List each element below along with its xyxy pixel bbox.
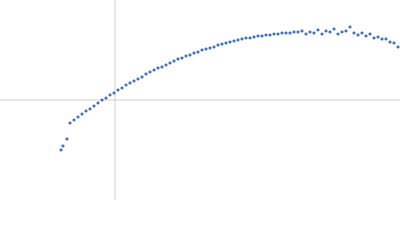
data-point bbox=[216, 43, 220, 47]
data-point bbox=[232, 39, 236, 43]
data-point bbox=[328, 30, 332, 34]
data-point bbox=[384, 37, 388, 41]
data-point bbox=[208, 46, 212, 50]
data-point bbox=[296, 30, 300, 34]
data-point bbox=[184, 54, 188, 58]
data-point bbox=[284, 31, 288, 35]
data-point bbox=[228, 40, 232, 44]
chart bbox=[0, 0, 400, 200]
data-point bbox=[65, 137, 69, 141]
data-point bbox=[368, 32, 372, 36]
data-point bbox=[264, 33, 268, 37]
data-point bbox=[220, 42, 224, 46]
data-point bbox=[392, 41, 396, 45]
data-point bbox=[204, 47, 208, 51]
data-point bbox=[244, 36, 248, 40]
data-point bbox=[148, 70, 152, 74]
data-point bbox=[96, 101, 100, 105]
data-point bbox=[140, 75, 144, 79]
data-point bbox=[168, 61, 172, 65]
data-point bbox=[152, 68, 156, 72]
data-point bbox=[72, 118, 76, 122]
data-point bbox=[136, 77, 140, 81]
data-point bbox=[100, 98, 104, 102]
data-point bbox=[240, 37, 244, 41]
data-point bbox=[248, 36, 252, 40]
data-point bbox=[128, 81, 132, 85]
data-point bbox=[252, 35, 256, 39]
data-point bbox=[316, 28, 320, 32]
data-point bbox=[180, 56, 184, 60]
data-point bbox=[188, 53, 192, 57]
data-point bbox=[124, 83, 128, 87]
data-point bbox=[196, 50, 200, 54]
data-point bbox=[200, 48, 204, 52]
data-point bbox=[304, 32, 308, 36]
data-point bbox=[272, 32, 276, 36]
data-point bbox=[364, 34, 368, 38]
data-point bbox=[108, 93, 112, 97]
data-point bbox=[356, 33, 360, 37]
data-point bbox=[88, 107, 92, 111]
data-point bbox=[160, 65, 164, 69]
data-point bbox=[312, 31, 316, 35]
data-point bbox=[292, 30, 296, 34]
data-point bbox=[132, 79, 136, 83]
data-point bbox=[388, 40, 392, 44]
data-point bbox=[61, 144, 65, 148]
data-point bbox=[120, 86, 124, 90]
data-point bbox=[256, 34, 260, 38]
data-point bbox=[68, 121, 72, 125]
data-point bbox=[176, 57, 180, 61]
data-point bbox=[172, 59, 176, 63]
data-point bbox=[332, 27, 336, 31]
data-point bbox=[344, 29, 348, 33]
data-point bbox=[76, 115, 80, 119]
data-point bbox=[276, 32, 280, 36]
data-point bbox=[324, 29, 328, 33]
data-point bbox=[112, 91, 116, 95]
data-point bbox=[224, 41, 228, 45]
data-point bbox=[352, 31, 356, 35]
data-point bbox=[336, 32, 340, 36]
data-point bbox=[156, 66, 160, 70]
data-point bbox=[92, 104, 96, 108]
data-point bbox=[320, 32, 324, 36]
data-point bbox=[236, 38, 240, 42]
data-point bbox=[59, 148, 63, 152]
data-point bbox=[268, 33, 272, 37]
data-point bbox=[308, 30, 312, 34]
data-point bbox=[340, 30, 344, 34]
data-point bbox=[116, 88, 120, 92]
page: (() => { const data = JSON.parse(documen… bbox=[0, 0, 400, 200]
data-point bbox=[300, 29, 304, 33]
data-point bbox=[212, 45, 216, 49]
data-point bbox=[288, 31, 292, 35]
data-point bbox=[80, 112, 84, 116]
data-point bbox=[380, 37, 384, 41]
data-point bbox=[348, 25, 352, 29]
data-point bbox=[84, 109, 88, 113]
data-point bbox=[144, 72, 148, 76]
data-point bbox=[376, 35, 380, 39]
data-point bbox=[360, 31, 364, 35]
data-point bbox=[164, 63, 168, 67]
data-point bbox=[104, 96, 108, 100]
data-point bbox=[192, 51, 196, 55]
data-point bbox=[372, 36, 376, 40]
data-point bbox=[396, 45, 400, 49]
data-point bbox=[280, 31, 284, 35]
data-point bbox=[260, 34, 264, 38]
